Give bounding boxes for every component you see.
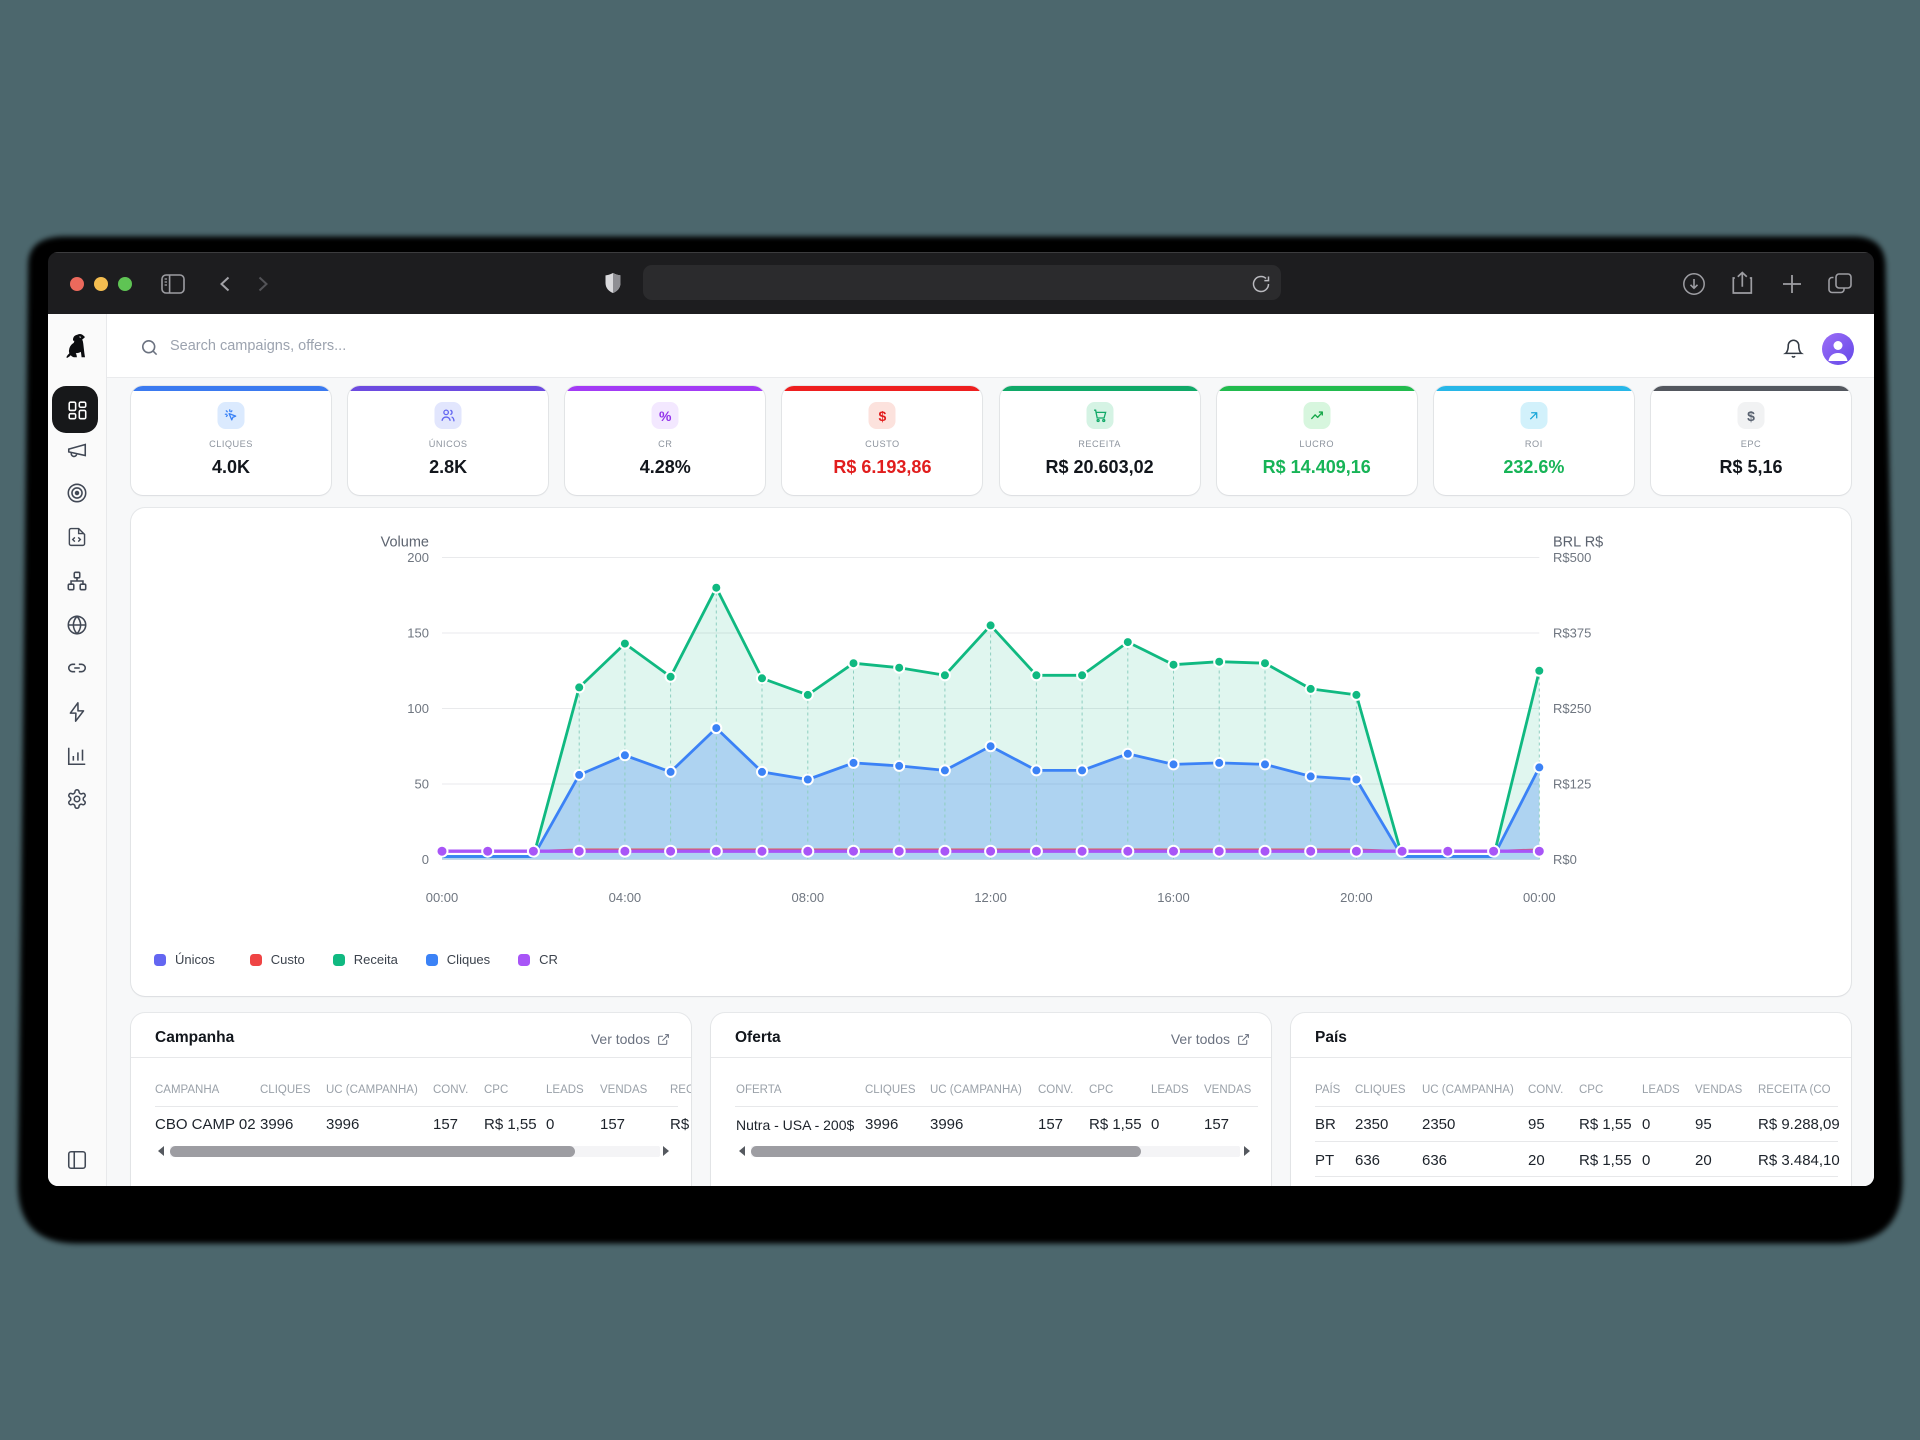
svg-text:20:00: 20:00: [1340, 890, 1373, 905]
svg-text:R$375: R$375: [1553, 626, 1591, 641]
svg-text:Volume: Volume: [381, 535, 429, 551]
svg-text:200: 200: [407, 550, 429, 565]
svg-text:08:00: 08:00: [792, 890, 825, 905]
svg-text:R$250: R$250: [1553, 701, 1591, 716]
svg-text:16:00: 16:00: [1157, 890, 1190, 905]
svg-text:0: 0: [422, 852, 429, 867]
svg-text:BRL R$: BRL R$: [1553, 535, 1603, 551]
svg-text:50: 50: [415, 777, 429, 792]
svg-text:12:00: 12:00: [974, 890, 1007, 905]
svg-text:R$0: R$0: [1553, 852, 1577, 867]
svg-text:150: 150: [407, 626, 429, 641]
svg-text:R$125: R$125: [1553, 777, 1591, 792]
svg-text:00:00: 00:00: [1523, 890, 1556, 905]
svg-text:00:00: 00:00: [426, 890, 459, 905]
svg-text:R$500: R$500: [1553, 550, 1591, 565]
svg-text:04:00: 04:00: [609, 890, 642, 905]
svg-text:100: 100: [407, 701, 429, 716]
